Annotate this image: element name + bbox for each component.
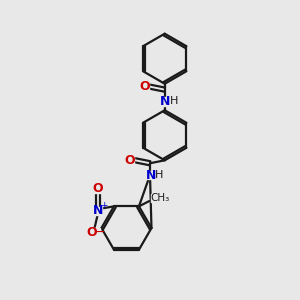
Text: N: N: [92, 204, 103, 217]
Text: +: +: [100, 201, 107, 210]
Text: O: O: [86, 226, 97, 239]
Text: O: O: [140, 80, 150, 93]
Bar: [152, 194, 168, 202]
Bar: [140, 82, 149, 91]
Text: CH₃: CH₃: [150, 193, 169, 203]
Text: O: O: [92, 182, 103, 195]
Text: O: O: [125, 154, 135, 167]
Text: N: N: [146, 169, 156, 182]
Text: H: H: [155, 170, 164, 180]
Bar: [87, 228, 100, 236]
Bar: [147, 171, 159, 179]
Bar: [93, 184, 102, 193]
Bar: [161, 97, 174, 106]
Text: N: N: [160, 95, 170, 108]
Bar: [94, 207, 102, 215]
Text: H: H: [170, 96, 178, 106]
Bar: [126, 156, 134, 164]
Text: −: −: [95, 226, 105, 239]
